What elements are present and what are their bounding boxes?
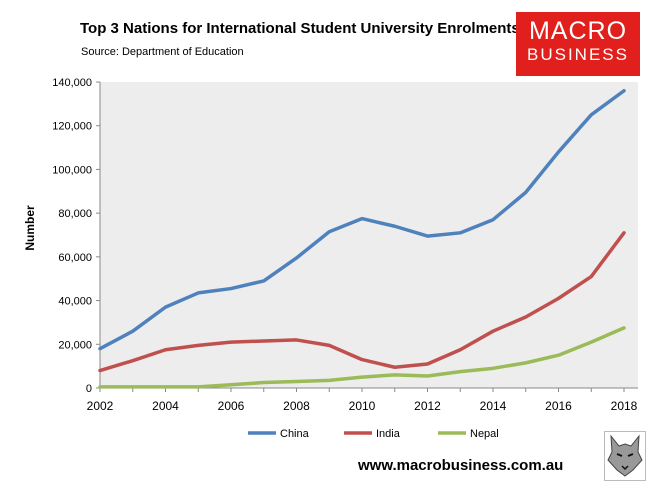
y-axis-label: Number [23,205,37,251]
y-tick-label: 20,000 [58,339,92,351]
x-tick-label: 2006 [218,399,245,413]
logo-line-1: MACRO [528,17,628,45]
legend-label-nepal: Nepal [470,428,499,440]
chart-title: Top 3 Nations for International Student … [80,20,520,37]
x-tick-label: 2014 [480,399,507,413]
logo-line-2: BUSINESS [527,45,629,64]
x-tick-label: 2018 [611,399,638,413]
series-lines [98,88,626,389]
x-tick-label: 2012 [414,399,441,413]
macrobusiness-logo[interactable]: MACRO BUSINESS [516,12,640,76]
x-tick-label: 2008 [283,399,310,413]
y-tick-label: 100,000 [52,164,92,176]
legend: China India Nepal [248,428,499,440]
y-tick-label: 140,000 [52,77,92,89]
x-tick-label: 2016 [545,399,572,413]
y-tick-label: 80,000 [58,208,92,220]
x-tick-label: 2004 [152,399,179,413]
y-tick-label: 0 [86,383,92,395]
x-tick-label: 2002 [87,399,114,413]
footer-url[interactable]: www.macrobusiness.com.au [358,457,564,474]
x-tick-label: 2010 [349,399,376,413]
plot-area [100,82,638,388]
y-tick-label: 40,000 [58,296,92,308]
series-line-india [98,231,626,373]
wolf-head-icon [604,431,646,481]
y-ticks: 0 20,000 40,000 60,000 80,000 100,000 120,000 1… [52,77,100,395]
legend-label-china: China [280,428,310,440]
chart-source: Source: Department of Education [81,46,244,58]
y-tick-label: 60,000 [58,252,92,264]
legend-label-india: India [376,428,401,440]
series-line-china [98,88,626,351]
series-line-nepal [98,326,626,389]
x-ticks: 2002 2004 2006 2008 2010 2012 2014 2016 2018 [87,388,638,413]
y-tick-label: 120,000 [52,121,92,133]
